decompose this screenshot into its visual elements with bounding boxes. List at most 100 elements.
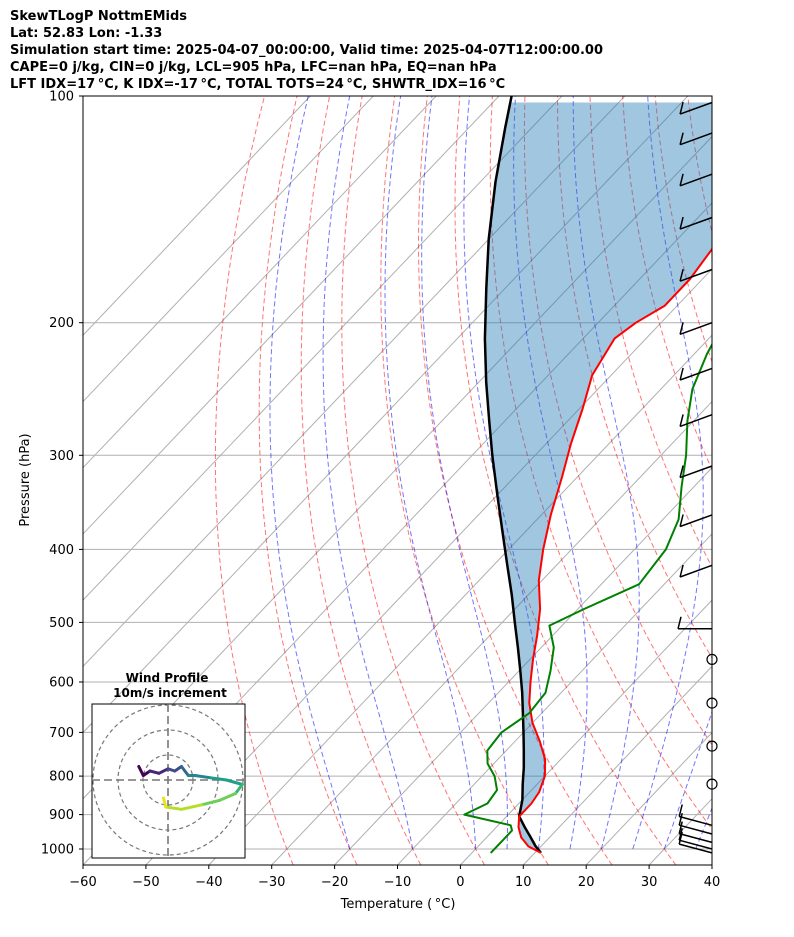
y-tick-label: 900 bbox=[49, 808, 74, 823]
wind-barb-flag bbox=[678, 813, 683, 826]
x-tick-label: 30 bbox=[641, 875, 658, 890]
wind-barb-flag bbox=[679, 173, 684, 186]
wind-barb-flag bbox=[679, 216, 684, 230]
wind-barb-flag bbox=[679, 514, 684, 527]
wind-barb bbox=[679, 321, 713, 336]
wind-barb-flag bbox=[678, 804, 683, 817]
moist-adiabat bbox=[384, 96, 477, 850]
simulation-time-line: Simulation start time: 2025-04-07_00:00:… bbox=[10, 43, 603, 58]
wind-barb-staff bbox=[679, 216, 713, 230]
chart-header: SkewTLogP NottmEMids Lat: 52.83 Lon: -1.… bbox=[10, 8, 603, 93]
dry-adiabat bbox=[489, 96, 712, 830]
isotherm-gridline bbox=[208, 334, 712, 865]
x-tick-label: −60 bbox=[69, 875, 96, 890]
dewpoint-line bbox=[463, 342, 712, 854]
y-tick-label: 300 bbox=[49, 449, 74, 464]
wind-barb-staff bbox=[679, 268, 713, 282]
hodograph-segment bbox=[137, 765, 145, 777]
x-tick-label: 10 bbox=[515, 875, 532, 890]
dry-adiabat bbox=[589, 96, 712, 569]
location-line: Lat: 52.83 Lon: -1.33 bbox=[10, 26, 163, 41]
dry-adiabat bbox=[341, 96, 485, 865]
wind-barb bbox=[679, 268, 713, 282]
wind-barb-staff bbox=[679, 824, 713, 835]
moist-adiabat bbox=[269, 96, 351, 850]
isotherm-gridline bbox=[460, 599, 712, 865]
x-tick-label: −10 bbox=[384, 875, 411, 890]
isotherm-gridline bbox=[522, 665, 712, 865]
isotherm-gridline bbox=[83, 96, 689, 734]
x-tick-label: 40 bbox=[704, 875, 721, 890]
wind-barb-staff bbox=[679, 815, 713, 827]
parcel-profile-line bbox=[483, 96, 542, 854]
isotherm-gridline bbox=[334, 467, 712, 865]
wind-barb-staff bbox=[679, 321, 713, 336]
wind-barb-staff bbox=[679, 132, 713, 146]
wind-barb bbox=[679, 101, 713, 115]
hodograph-segment bbox=[180, 765, 190, 777]
moist-adiabat bbox=[572, 96, 640, 850]
hodograph-segment bbox=[200, 798, 222, 807]
x-tick-label: −50 bbox=[132, 875, 159, 890]
wind-barb bbox=[679, 132, 713, 146]
wind-barb bbox=[678, 821, 713, 844]
inset-subtitle: 10m/s increment bbox=[113, 686, 227, 700]
wind-barb-staff bbox=[679, 832, 713, 844]
dry-adiabat bbox=[300, 96, 422, 865]
wind-barb-staff bbox=[679, 839, 713, 850]
wind-barb-staff bbox=[679, 101, 713, 115]
hodograph-segment bbox=[225, 778, 244, 786]
y-tick-label: 700 bbox=[49, 726, 74, 741]
hodograph-segment bbox=[180, 803, 204, 811]
wind-barb bbox=[679, 514, 713, 528]
wind-barb bbox=[679, 216, 713, 230]
hodograph-segment bbox=[162, 796, 168, 809]
hodograph-segment bbox=[157, 767, 170, 775]
wind-barb-staff bbox=[679, 367, 713, 381]
wind-barb bbox=[679, 465, 713, 479]
y-tick-label: 400 bbox=[49, 543, 74, 558]
dry-adiabat bbox=[417, 96, 613, 865]
wind-barb-staff bbox=[679, 564, 713, 578]
wind-barb bbox=[677, 616, 712, 630]
wind-barb bbox=[679, 173, 713, 187]
hodograph-segment bbox=[164, 805, 183, 811]
wind-barb-flag bbox=[679, 322, 684, 335]
wind-barb-flag bbox=[679, 132, 684, 145]
wind-barb bbox=[678, 813, 713, 835]
y-tick-label: 500 bbox=[49, 616, 74, 631]
wind-barb bbox=[678, 804, 713, 827]
wind-barb-flag bbox=[678, 821, 683, 834]
wind-barb bbox=[679, 413, 713, 428]
x-tick-label: −20 bbox=[321, 875, 348, 890]
wind-barb-flag bbox=[679, 465, 684, 478]
x-tick-label: 20 bbox=[578, 875, 595, 890]
isotherm-gridline bbox=[83, 96, 311, 337]
temperature-line bbox=[517, 247, 712, 854]
moist-adiabat bbox=[663, 710, 712, 850]
wind-barb-staff bbox=[679, 843, 713, 854]
dry-adiabat bbox=[785, 96, 794, 865]
x-tick-label: −40 bbox=[195, 875, 222, 890]
wind-barb-staff bbox=[679, 413, 713, 428]
dry-adiabat bbox=[753, 96, 794, 865]
wind-barb-flag bbox=[679, 367, 684, 381]
cin-shading bbox=[485, 102, 712, 853]
wind-barb bbox=[679, 367, 713, 381]
wind-barb-calm bbox=[706, 778, 718, 790]
dry-adiabat bbox=[523, 96, 712, 746]
y-tick-label: 200 bbox=[49, 316, 74, 331]
wind-barb-calm bbox=[706, 697, 718, 709]
wind-barb-flag bbox=[679, 414, 684, 427]
isotherm-gridline bbox=[397, 533, 712, 865]
hodograph-segment bbox=[209, 776, 228, 782]
moist-adiabat bbox=[513, 96, 588, 850]
wind-barb-flag bbox=[679, 564, 684, 578]
x-tick-label: −30 bbox=[258, 875, 285, 890]
wind-barb-flag bbox=[679, 269, 684, 282]
x-axis-label: Temperature ( °C) bbox=[340, 897, 456, 912]
isotherm-gridline bbox=[83, 96, 626, 668]
hodograph-segment bbox=[193, 774, 213, 780]
indices-line: LFT IDX=17 °C, K IDX=-17 °C, TOTAL TOTS=… bbox=[10, 77, 506, 92]
